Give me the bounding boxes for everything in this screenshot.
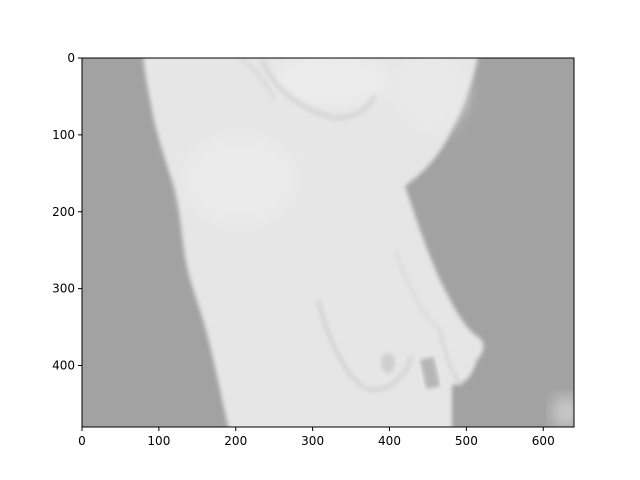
arm-fold [259,58,378,121]
marker-patch [420,356,440,390]
x-tick-label: 500 [455,434,478,448]
right-arm-highlight [395,58,465,130]
x-tick-label: 200 [224,434,247,448]
corner-blob [552,396,574,427]
y-tick-label: 400 [52,359,75,373]
thermal-image [82,58,574,427]
x-tick-label: 0 [78,434,86,448]
breast-outline [316,299,414,392]
x-tick-label: 600 [532,434,555,448]
x-tick-label: 400 [378,434,401,448]
x-tick-label: 300 [301,434,324,448]
armpit-shadow [238,58,277,101]
y-tick-label: 0 [67,51,75,65]
x-tick-label: 100 [147,434,170,448]
y-axis-ticks: 0 100 200 300 400 [52,51,82,373]
side-contour [393,249,441,332]
chest-highlight [185,135,295,225]
upper-arm-highlight [270,58,390,105]
breast-lower-fold [438,329,464,387]
nipple [381,353,395,373]
y-tick-label: 100 [52,128,75,142]
y-tick-label: 200 [52,205,75,219]
x-axis-ticks: 0 100 200 300 400 500 600 [78,427,555,448]
axes-frame [81,57,575,428]
y-tick-label: 300 [52,282,75,296]
